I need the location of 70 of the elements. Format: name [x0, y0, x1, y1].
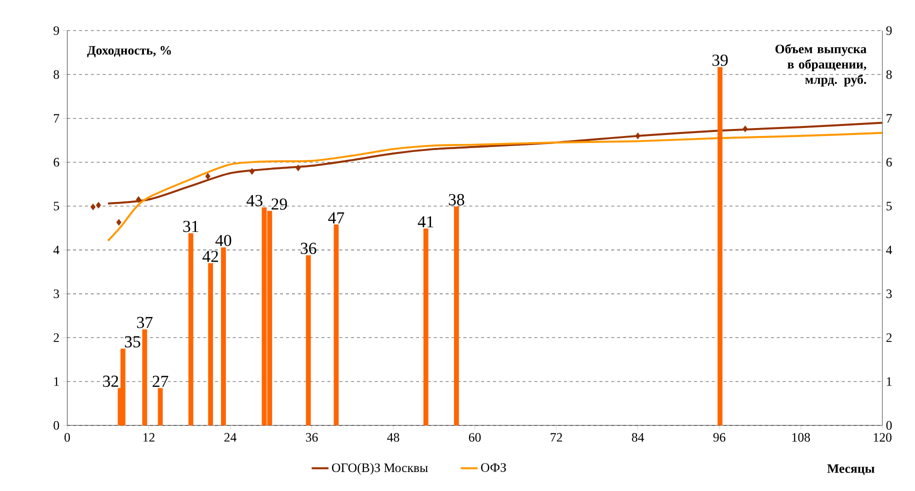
x-tick-label: 120 — [874, 433, 892, 442]
bar — [142, 329, 148, 426]
y-tick-label: 6 — [54, 158, 60, 167]
point — [136, 196, 142, 204]
x-tick-label: 84 — [632, 433, 644, 442]
y2-axis-title: Объем выпуска в обращении, млрд. руб. — [775, 44, 866, 87]
point — [205, 173, 210, 180]
y2-tick-label: 2 — [886, 334, 892, 342]
annotation: 41 — [418, 216, 434, 228]
point — [296, 164, 301, 172]
y2-tick-label: 6 — [886, 158, 892, 167]
annotation: 38 — [448, 194, 464, 206]
x-tick-label: 12 — [143, 433, 154, 442]
x-tick-label: 72 — [550, 433, 562, 442]
point — [635, 132, 640, 140]
y2-tick-label: 5 — [886, 202, 892, 211]
y-tick-label: 3 — [54, 290, 60, 298]
annotation: 39 — [712, 54, 728, 66]
annotation: 31 — [183, 221, 198, 232]
bar — [120, 348, 126, 426]
y2-tick-label: 3 — [886, 290, 892, 298]
bar — [718, 67, 722, 426]
bar — [306, 255, 311, 426]
point — [96, 202, 102, 209]
annotation: 42 — [202, 250, 218, 262]
annotation: 29 — [272, 198, 287, 210]
y-axis-title: Доходность, % — [87, 46, 171, 58]
bar — [423, 228, 428, 426]
annotation: 43 — [246, 195, 262, 206]
annotation: 36 — [300, 242, 316, 254]
y2-tick-label: 4 — [886, 246, 892, 254]
x-tick-label: 48 — [387, 433, 400, 442]
annotation: 47 — [328, 212, 344, 224]
x-tick-label: 24 — [224, 433, 236, 442]
legend-label: ОФЗ — [481, 463, 506, 472]
bar — [221, 247, 226, 426]
point — [742, 126, 748, 132]
y-tick-label: 4 — [53, 246, 60, 254]
y-tick-label: 5 — [54, 202, 60, 211]
point — [116, 219, 122, 226]
x-axis-title: Месяцы — [827, 464, 874, 476]
bar — [208, 263, 214, 426]
point — [90, 204, 96, 210]
y2-tick-label: 7 — [886, 114, 892, 123]
y-tick-label: 8 — [54, 70, 60, 80]
x-tick-label: 108 — [792, 433, 810, 442]
x-tick-label: 0 — [64, 433, 70, 442]
y-tick-label: 7 — [54, 114, 60, 123]
bar — [454, 206, 459, 426]
y2-tick-label: 9 — [886, 26, 892, 36]
y-tick-label: 1 — [54, 377, 59, 386]
y-tick-label: 9 — [54, 26, 60, 36]
annotation: 35 — [124, 336, 140, 348]
y-tick-label: 0 — [54, 421, 60, 430]
annotation: 32 — [103, 376, 118, 388]
annotation: 40 — [215, 234, 232, 246]
bar — [188, 233, 194, 426]
y2-tick-label: 0 — [886, 421, 892, 430]
x-tick-label: 36 — [306, 433, 318, 442]
y-tick-label: 2 — [54, 334, 59, 342]
y2-tick-label: 1 — [886, 377, 892, 386]
x-tick-label: 96 — [713, 433, 726, 442]
point — [249, 168, 255, 175]
y2-tick-label: 8 — [886, 70, 892, 80]
annotation: 27 — [152, 376, 168, 388]
legend-label: ОГО(В)З Москвы — [332, 463, 428, 475]
x-tick-label: 60 — [468, 433, 481, 442]
annotation: 37 — [137, 317, 153, 328]
bar — [158, 388, 163, 426]
bar — [334, 224, 339, 426]
